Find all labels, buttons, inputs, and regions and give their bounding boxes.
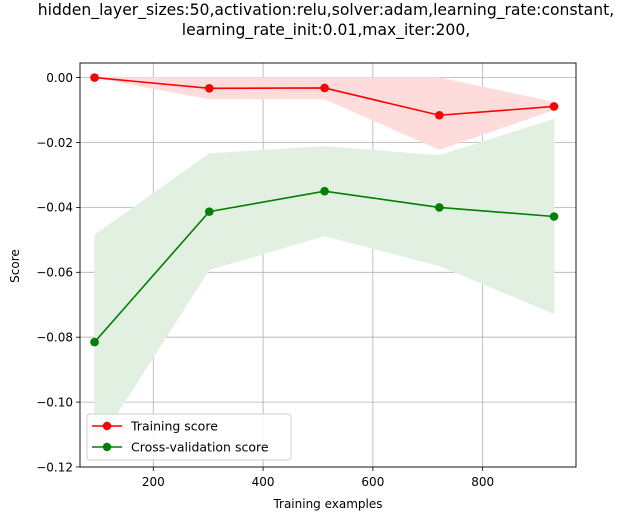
- series-0-point: [320, 83, 329, 93]
- plot-area-frame: [79, 62, 577, 468]
- y-tick-label: −0.08: [36, 331, 73, 345]
- axis-ticks: 200 400 600 800 0.00 −0.02 −0.04 −0.06 −0.08 −0.1…: [36, 71, 494, 489]
- x-tick-label: 800: [471, 475, 494, 489]
- legend-box: [86, 413, 292, 461]
- chart-title-line-2: learning_rate_init:0.01,max_iter:200,: [182, 21, 470, 40]
- series-0-point: [435, 110, 444, 120]
- series-1-band: [94, 118, 555, 451]
- legend-training-marker: [102, 421, 112, 431]
- y-tick-label: −0.02: [36, 136, 73, 150]
- legend-cv-label: Cross-validation score: [131, 440, 269, 455]
- series-0-point: [549, 102, 559, 111]
- series-0-point: [204, 84, 214, 93]
- x-tick-label: 400: [252, 475, 275, 489]
- series-1-point: [435, 203, 444, 212]
- y-tick-label: −0.10: [36, 395, 73, 409]
- x-tick-label: 600: [361, 475, 384, 489]
- series-1-point: [549, 212, 559, 221]
- series-1-point: [320, 186, 329, 196]
- legend: Training score Cross-validation score: [86, 413, 292, 461]
- legend-cv-marker: [102, 442, 112, 452]
- legend-training-label: Training score: [130, 419, 218, 434]
- series-1-point: [90, 337, 99, 347]
- y-tick-label: −0.06: [36, 266, 73, 280]
- series-1-point: [204, 207, 214, 216]
- series-0-point: [90, 73, 99, 82]
- series-points: [90, 73, 559, 347]
- x-tick-label: 200: [142, 475, 165, 489]
- chart-title-line-1: hidden_layer_sizes:50,activation:relu,so…: [38, 1, 614, 20]
- y-axis-label: Score: [8, 249, 22, 283]
- y-tick-label: −0.04: [36, 201, 73, 215]
- y-tick-label: 0.00: [46, 71, 73, 85]
- y-tick-label: −0.12: [36, 460, 73, 474]
- x-axis-label: Training examples: [272, 497, 382, 511]
